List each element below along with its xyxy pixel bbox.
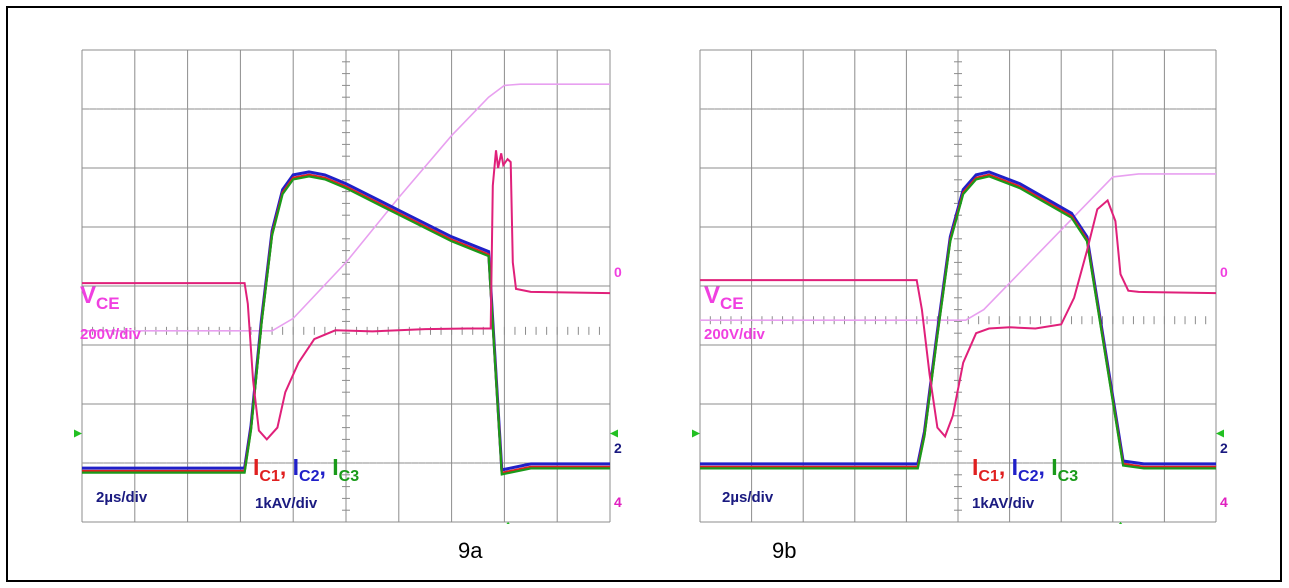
vce-label: VCE <box>80 282 120 313</box>
vce-scale-label: 200V/div <box>80 326 141 343</box>
trigger-marker-right <box>610 429 618 438</box>
right-marker-mid: 2 <box>614 440 622 456</box>
scope-9b: VCE 200V/div 2µs/div IC1, IC2, IC3 1kAV/… <box>688 46 1248 524</box>
right-marker-bottom: 4 <box>614 494 622 510</box>
caption-9a: 9a <box>458 538 483 563</box>
ic3-trace <box>82 175 610 476</box>
ic-scale-label: 1kAV/div <box>972 495 1035 512</box>
ic1-label: IC1, <box>972 454 1006 485</box>
right-marker-bottom: 4 <box>1220 494 1228 510</box>
energy-trace <box>700 173 1216 322</box>
time-scale-label: 2µs/div <box>722 489 774 506</box>
vce-scale-label: 200V/div <box>704 326 765 343</box>
right-marker-mid: 2 <box>1220 440 1228 456</box>
figure-frame: VCE 200V/div 2µs/div IC1, IC2, IC3 1kAV/… <box>6 6 1282 582</box>
vce-label: VCE <box>704 282 744 313</box>
right-marker-top: 0 <box>1220 264 1228 280</box>
caption-9b: 9b <box>772 538 797 563</box>
ic1-label: IC1, <box>253 454 287 485</box>
energy-trace <box>82 83 610 332</box>
scope-9b-plot <box>692 49 1224 524</box>
trigger-marker-left <box>692 429 700 438</box>
scope-9a: VCE 200V/div 2µs/div IC1, IC2, IC3 1kAV/… <box>70 46 630 524</box>
trigger-marker-bottom <box>506 522 510 524</box>
ic3-trace <box>700 175 1216 470</box>
right-marker-top: 0 <box>614 264 622 280</box>
trigger-marker-left <box>74 429 82 438</box>
ic-scale-label: 1kAV/div <box>255 495 318 512</box>
ic2-label: IC2, <box>292 454 326 485</box>
scope-9a-plot <box>74 49 618 524</box>
ic-legend: IC1, IC2, IC3 <box>972 454 1078 486</box>
vce-trace <box>82 150 611 441</box>
ic3-label: IC3 <box>1051 454 1079 485</box>
vce-trace <box>700 198 1217 439</box>
ic3-label: IC3 <box>332 454 360 485</box>
ic-legend: IC1, IC2, IC3 <box>253 454 359 486</box>
time-scale-label: 2µs/div <box>96 489 148 506</box>
ic2-label: IC2, <box>1011 454 1045 485</box>
trigger-marker-right <box>1216 429 1224 438</box>
trigger-marker-bottom <box>1118 522 1123 524</box>
